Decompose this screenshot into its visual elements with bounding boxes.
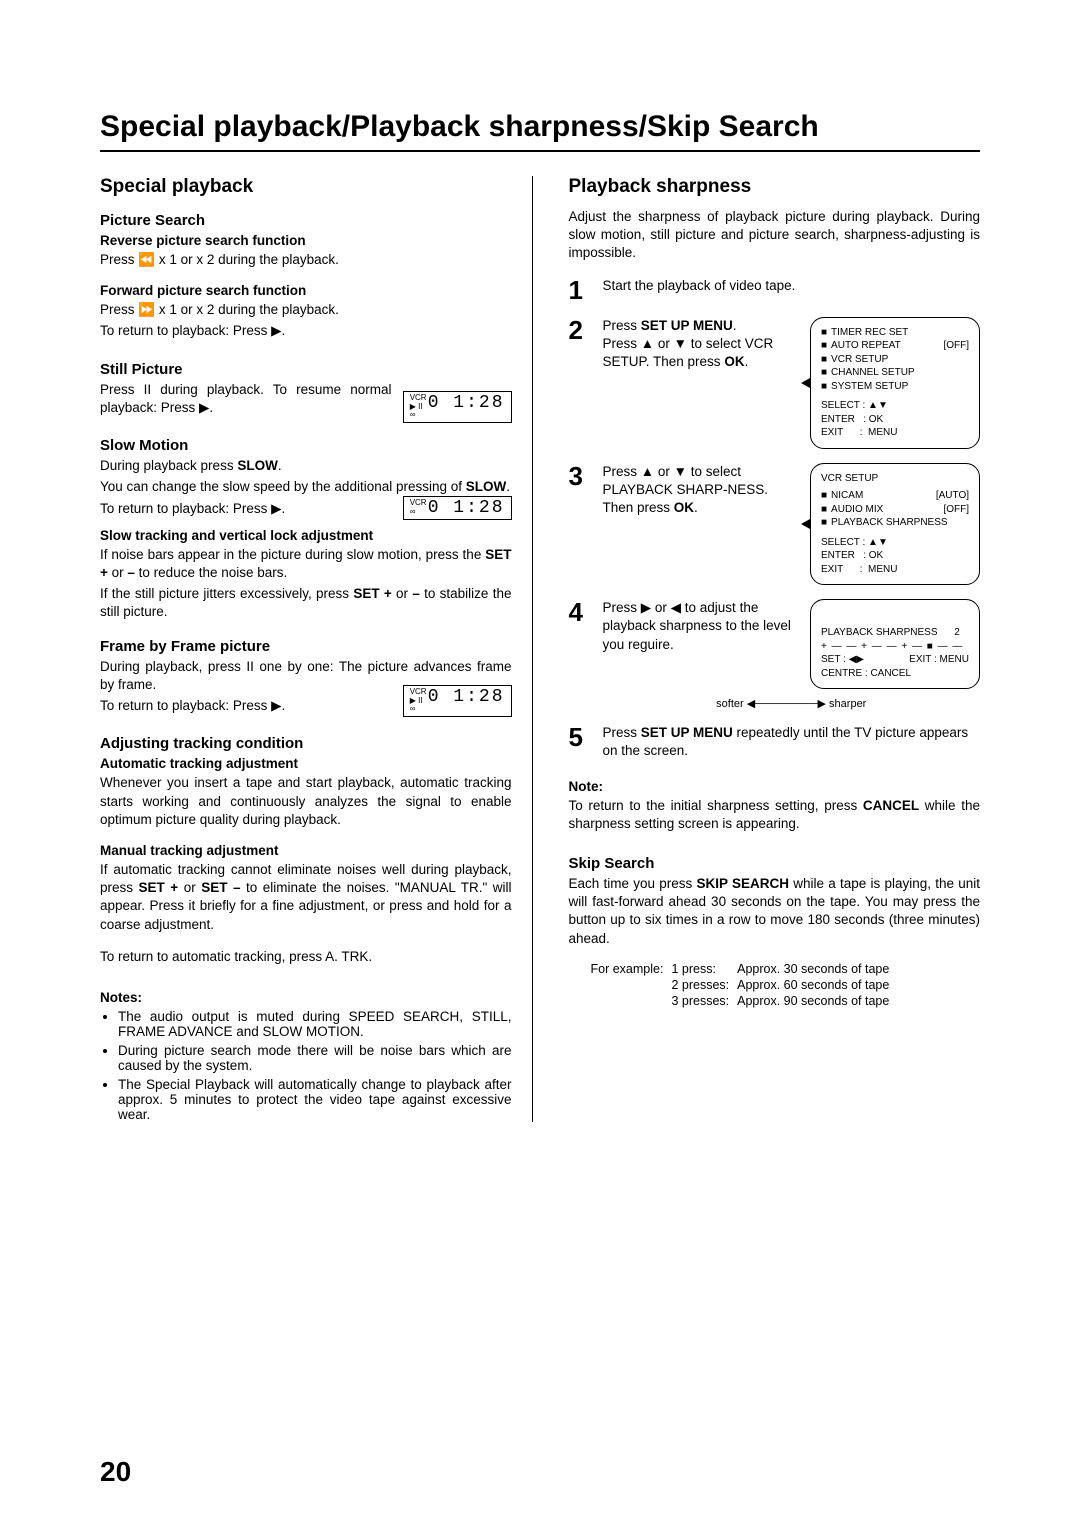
reverse-search-text: Press ⏪ x 1 or x 2 during the playback. [100,251,512,269]
skip-search-text: Each time you press SKIP SEARCH while a … [569,875,981,948]
osd-main-menu: TIMER REC SET AUTO REPEAT[OFF] VCR SETUP… [810,317,980,449]
picture-search-heading: Picture Search [100,212,512,229]
notes-label: Notes: [100,990,512,1005]
step-number: 5 [569,724,595,750]
osd-pointer-icon [801,519,810,529]
vcr-display-1: VCR ▶ II∞0 1:28 [403,391,512,423]
vcr-display-3: VCR ▶ II∞0 1:28 [403,685,512,717]
osd-pointer-icon [801,378,810,388]
sharpness-intro: Adjust the sharpness of playback picture… [569,208,981,263]
step-2: 2 Press SET UP MENU. Press ▲ or ▼ to sel… [569,317,981,449]
note-item: The Special Playback will automatically … [118,1077,512,1122]
special-playback-heading: Special playback [100,176,512,198]
manual-tracking-heading: Manual tracking adjustment [100,843,512,858]
step-3-text: Press ▲ or ▼ to select PLAYBACK SHARP-NE… [603,463,801,518]
manual-tracking-text-2: To return to automatic tracking, press A… [100,948,512,966]
column-right: Playback sharpness Adjust the sharpness … [563,176,981,1122]
page-title: Special playback/Playback sharpness/Skip… [100,110,980,152]
forward-search-text-2: To return to playback: Press ▶. [100,322,512,340]
example-press: 2 presses: [671,978,735,992]
osd-vcr-setup: VCR SETUP NICAM[AUTO] AUDIO MIX[OFF] PLA… [810,463,980,586]
page-number: 20 [100,1456,131,1488]
example-label: For example: [591,962,670,976]
step-5: 5 Press SET UP MENU repeatedly until the… [569,724,981,760]
slow-tracking-text-2: If the still picture jitters excessively… [100,585,512,621]
step-3: 3 Press ▲ or ▼ to select PLAYBACK SHARP-… [569,463,981,586]
frame-by-frame-heading: Frame by Frame picture [100,638,512,655]
skip-example-table: For example: 1 press: Approx. 30 seconds… [589,960,898,1010]
auto-tracking-heading: Automatic tracking adjustment [100,756,512,771]
step-5-text: Press SET UP MENU repeatedly until the T… [603,724,981,760]
auto-tracking-text: Whenever you insert a tape and start pla… [100,774,512,829]
table-row: 2 presses: Approx. 60 seconds of tape [591,978,896,992]
example-press: 3 presses: [671,994,735,1008]
step-number: 3 [569,463,595,489]
slow-motion-text-2: You can change the slow speed by the add… [100,478,512,496]
forward-search-heading: Forward picture search function [100,283,512,298]
step-4: 4 Press ▶ or ◀ to adjust the playback sh… [569,599,981,710]
tracking-heading: Adjusting tracking condition [100,735,512,752]
sharpness-scale-caption: softer ◀────────▶ sharper [603,697,981,710]
slow-tracking-text-1: If noise bars appear in the picture duri… [100,546,512,582]
step-number: 2 [569,317,595,343]
still-picture-heading: Still Picture [100,361,512,378]
osd-sharpness: PLAYBACK SHARPNESS 2 + — — + — — + — ■ —… [810,599,980,689]
example-approx: Approx. 90 seconds of tape [737,994,895,1008]
step-number: 4 [569,599,595,625]
two-column-layout: Special playback Picture Search Reverse … [100,176,980,1122]
example-approx: Approx. 60 seconds of tape [737,978,895,992]
slow-motion-text-1: During playback press SLOW. [100,457,512,475]
step-1: 1 Start the playback of video tape. [569,277,981,303]
reverse-search-heading: Reverse picture search function [100,233,512,248]
note-item: During picture search mode there will be… [118,1043,512,1073]
note-text: To return to the initial sharpness setti… [569,797,981,833]
table-row: 3 presses: Approx. 90 seconds of tape [591,994,896,1008]
skip-search-heading: Skip Search [569,855,981,872]
step-2-text: Press SET UP MENU. Press ▲ or ▼ to selec… [603,317,801,372]
column-left: Special playback Picture Search Reverse … [100,176,533,1122]
playback-sharpness-heading: Playback sharpness [569,176,981,198]
vcr-display-2: VCR∞0 1:28 [403,496,512,520]
example-press: 1 press: [671,962,735,976]
step-1-text: Start the playback of video tape. [603,277,981,295]
step-number: 1 [569,277,595,303]
notes-list: The audio output is muted during SPEED S… [100,1009,512,1122]
step-4-text: Press ▶ or ◀ to adjust the playback shar… [603,599,801,654]
note-item: The audio output is muted during SPEED S… [118,1009,512,1039]
note-label: Note: [569,779,981,794]
slow-motion-heading: Slow Motion [100,437,512,454]
example-approx: Approx. 30 seconds of tape [737,962,895,976]
table-row: For example: 1 press: Approx. 30 seconds… [591,962,896,976]
slow-tracking-heading: Slow tracking and vertical lock adjustme… [100,528,512,543]
forward-search-text-1: Press ⏩ x 1 or x 2 during the playback. [100,301,512,319]
manual-tracking-text-1: If automatic tracking cannot eliminate n… [100,861,512,934]
